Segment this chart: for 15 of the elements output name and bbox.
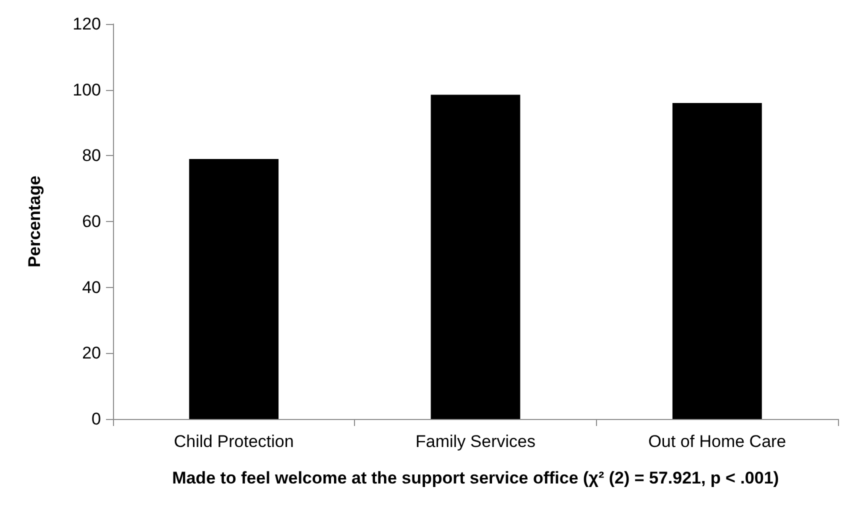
y-tick-label: 60 xyxy=(82,212,101,231)
x-tick-label: Child Protection xyxy=(174,432,294,451)
y-tick-label: 40 xyxy=(82,278,101,297)
y-axis-title: Percentage xyxy=(25,176,44,268)
x-tick-label: Family Services xyxy=(416,432,536,451)
y-tick-label: 20 xyxy=(82,344,101,363)
y-tick-label: 100 xyxy=(72,80,101,100)
y-tick-label: 120 xyxy=(72,14,101,34)
x-tick-label: Out of Home Care xyxy=(648,432,786,451)
y-tick-label: 80 xyxy=(82,146,101,166)
bar xyxy=(430,94,520,419)
x-axis-title: Made to feel welcome at the support service office (χ² (2) = 57.921, p < .001) xyxy=(172,468,779,488)
bar xyxy=(672,103,762,419)
bar xyxy=(189,158,279,419)
y-tick-label: 0 xyxy=(92,410,101,428)
